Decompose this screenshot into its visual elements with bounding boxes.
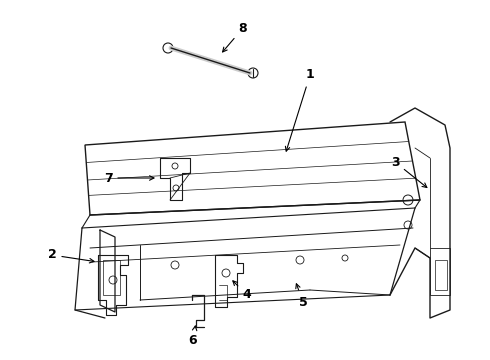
Text: 7: 7 — [103, 171, 154, 184]
Text: 4: 4 — [233, 281, 251, 302]
Text: 8: 8 — [222, 22, 247, 52]
Text: 1: 1 — [285, 68, 315, 151]
Text: 5: 5 — [296, 284, 307, 309]
Text: 2: 2 — [48, 248, 94, 263]
Text: 3: 3 — [391, 156, 427, 188]
Text: 6: 6 — [189, 326, 197, 346]
